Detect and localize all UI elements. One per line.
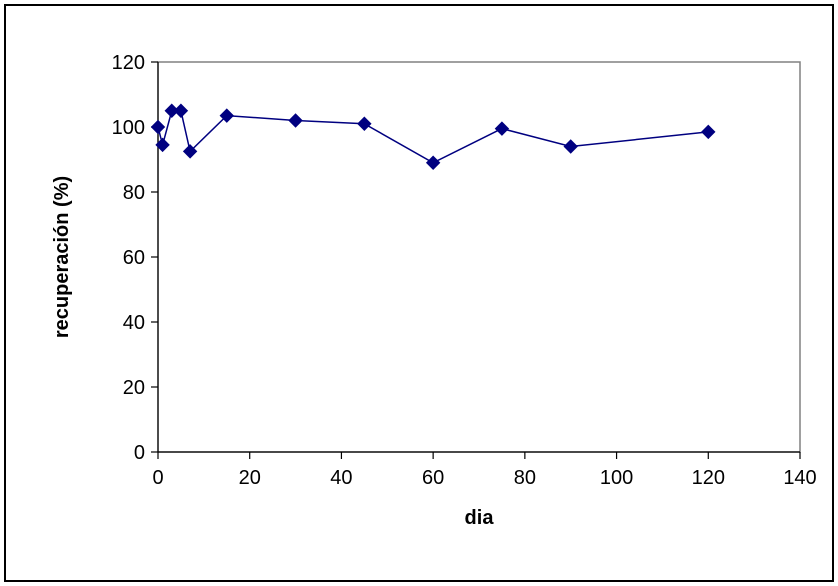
plot-area [157,61,801,453]
x-tick-label: 0 [152,467,163,489]
data-point-marker [425,155,441,170]
data-point-marker [357,116,372,131]
x-tick-label: 100 [600,467,633,489]
data-point-marker [701,124,716,140]
y-tick-label: 120 [112,52,145,74]
data-point-marker [182,144,198,159]
data-point-marker [173,103,189,118]
data-point-marker [150,119,166,135]
x-tick-label: 60 [422,467,444,489]
series-line [157,110,709,164]
y-tick-label: 0 [134,442,145,464]
data-point-marker [219,108,234,123]
data-point-marker [288,113,303,128]
y-tick-label: 60 [123,247,145,269]
y-tick-label: 80 [123,182,145,204]
y-tick-label: 20 [123,377,145,399]
y-tick-label: 100 [112,117,145,139]
x-tick-label: 20 [239,467,261,489]
x-tick-label: 80 [514,467,536,489]
series-layer [150,103,716,170]
x-tick-label: 120 [692,467,725,489]
data-point-marker [563,139,578,154]
y-tick-label: 40 [123,312,145,334]
x-tick-label: 40 [330,467,352,489]
data-point-marker [155,137,170,153]
x-axis: 0 20 40 60 80 100 120 140 [152,451,817,489]
x-axis-title: dia [465,507,495,529]
y-axis-title: recuperación (%) [51,176,73,338]
y-axis: 0 20 40 60 80 100 120 [112,52,159,464]
data-point-marker [494,121,510,136]
x-tick-label: 140 [783,467,816,489]
